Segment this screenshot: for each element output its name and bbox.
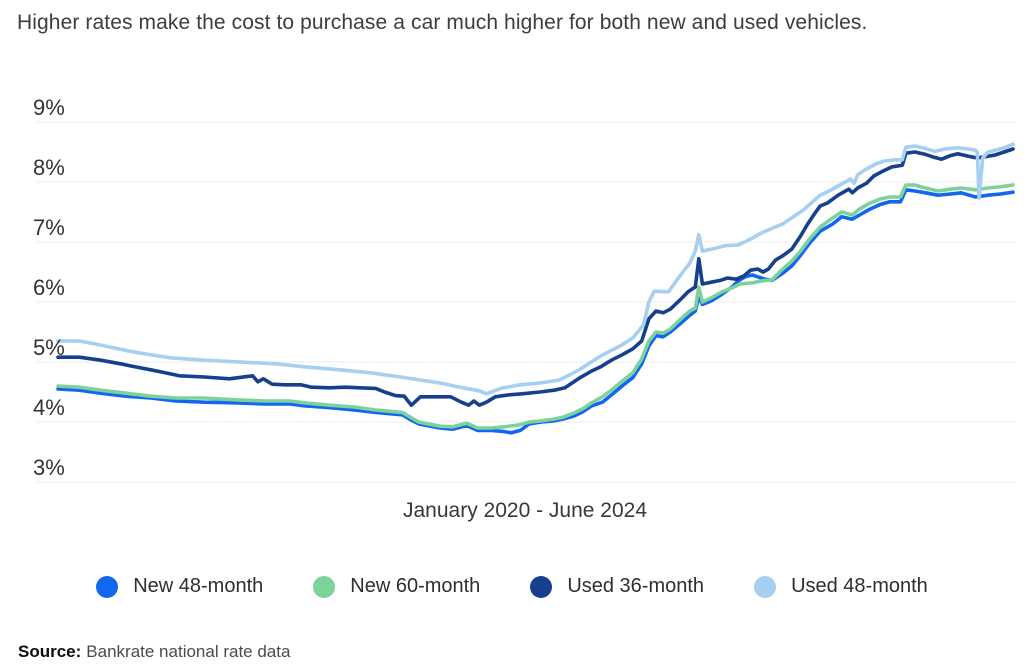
series-line-used-36-month xyxy=(56,147,1015,408)
legend-marker-used-36-month xyxy=(530,575,553,598)
y-axis-tick-label: 8% xyxy=(33,155,65,180)
source-text: Bankrate national rate data xyxy=(86,642,291,661)
y-axis-tick-label: 4% xyxy=(33,395,65,420)
legend: New 48-month New 60-month Used 36-month … xyxy=(0,575,1024,598)
legend-item-new-48-month: New 48-month xyxy=(96,575,263,598)
series-line-new-48-month xyxy=(56,188,1015,435)
y-axis-tick-label: 7% xyxy=(33,215,65,240)
legend-marker-new-48-month xyxy=(96,575,119,598)
y-axis-tick-label: 6% xyxy=(33,275,65,300)
legend-item-used-36-month: Used 36-month xyxy=(530,575,704,598)
legend-marker-used-48-month xyxy=(754,575,777,598)
series-line-used-48-month xyxy=(56,142,1015,396)
x-axis-label: January 2020 - June 2024 xyxy=(402,499,647,522)
source-line: Source: Bankrate national rate data xyxy=(18,642,290,662)
legend-item-new-60-month: New 60-month xyxy=(313,575,480,598)
y-axis-tick-label: 9% xyxy=(33,95,65,120)
legend-label-new-48-month: New 48-month xyxy=(133,575,264,597)
series-line-new-60-month xyxy=(56,183,1015,430)
legend-label-used-48-month: Used 48-month xyxy=(791,575,928,597)
legend-label-new-60-month: New 60-month xyxy=(350,575,481,597)
y-axis-tick-label: 3% xyxy=(33,455,65,480)
source-prefix: Source: xyxy=(18,642,82,661)
legend-label-used-36-month: Used 36-month xyxy=(567,575,705,597)
legend-marker-new-60-month xyxy=(313,575,336,598)
chart-title: Higher rates make the cost to purchase a… xyxy=(17,11,868,34)
gridlines xyxy=(36,121,1014,483)
legend-item-used-48-month: Used 48-month xyxy=(754,575,928,598)
y-axis-tick-label: 5% xyxy=(33,335,65,360)
